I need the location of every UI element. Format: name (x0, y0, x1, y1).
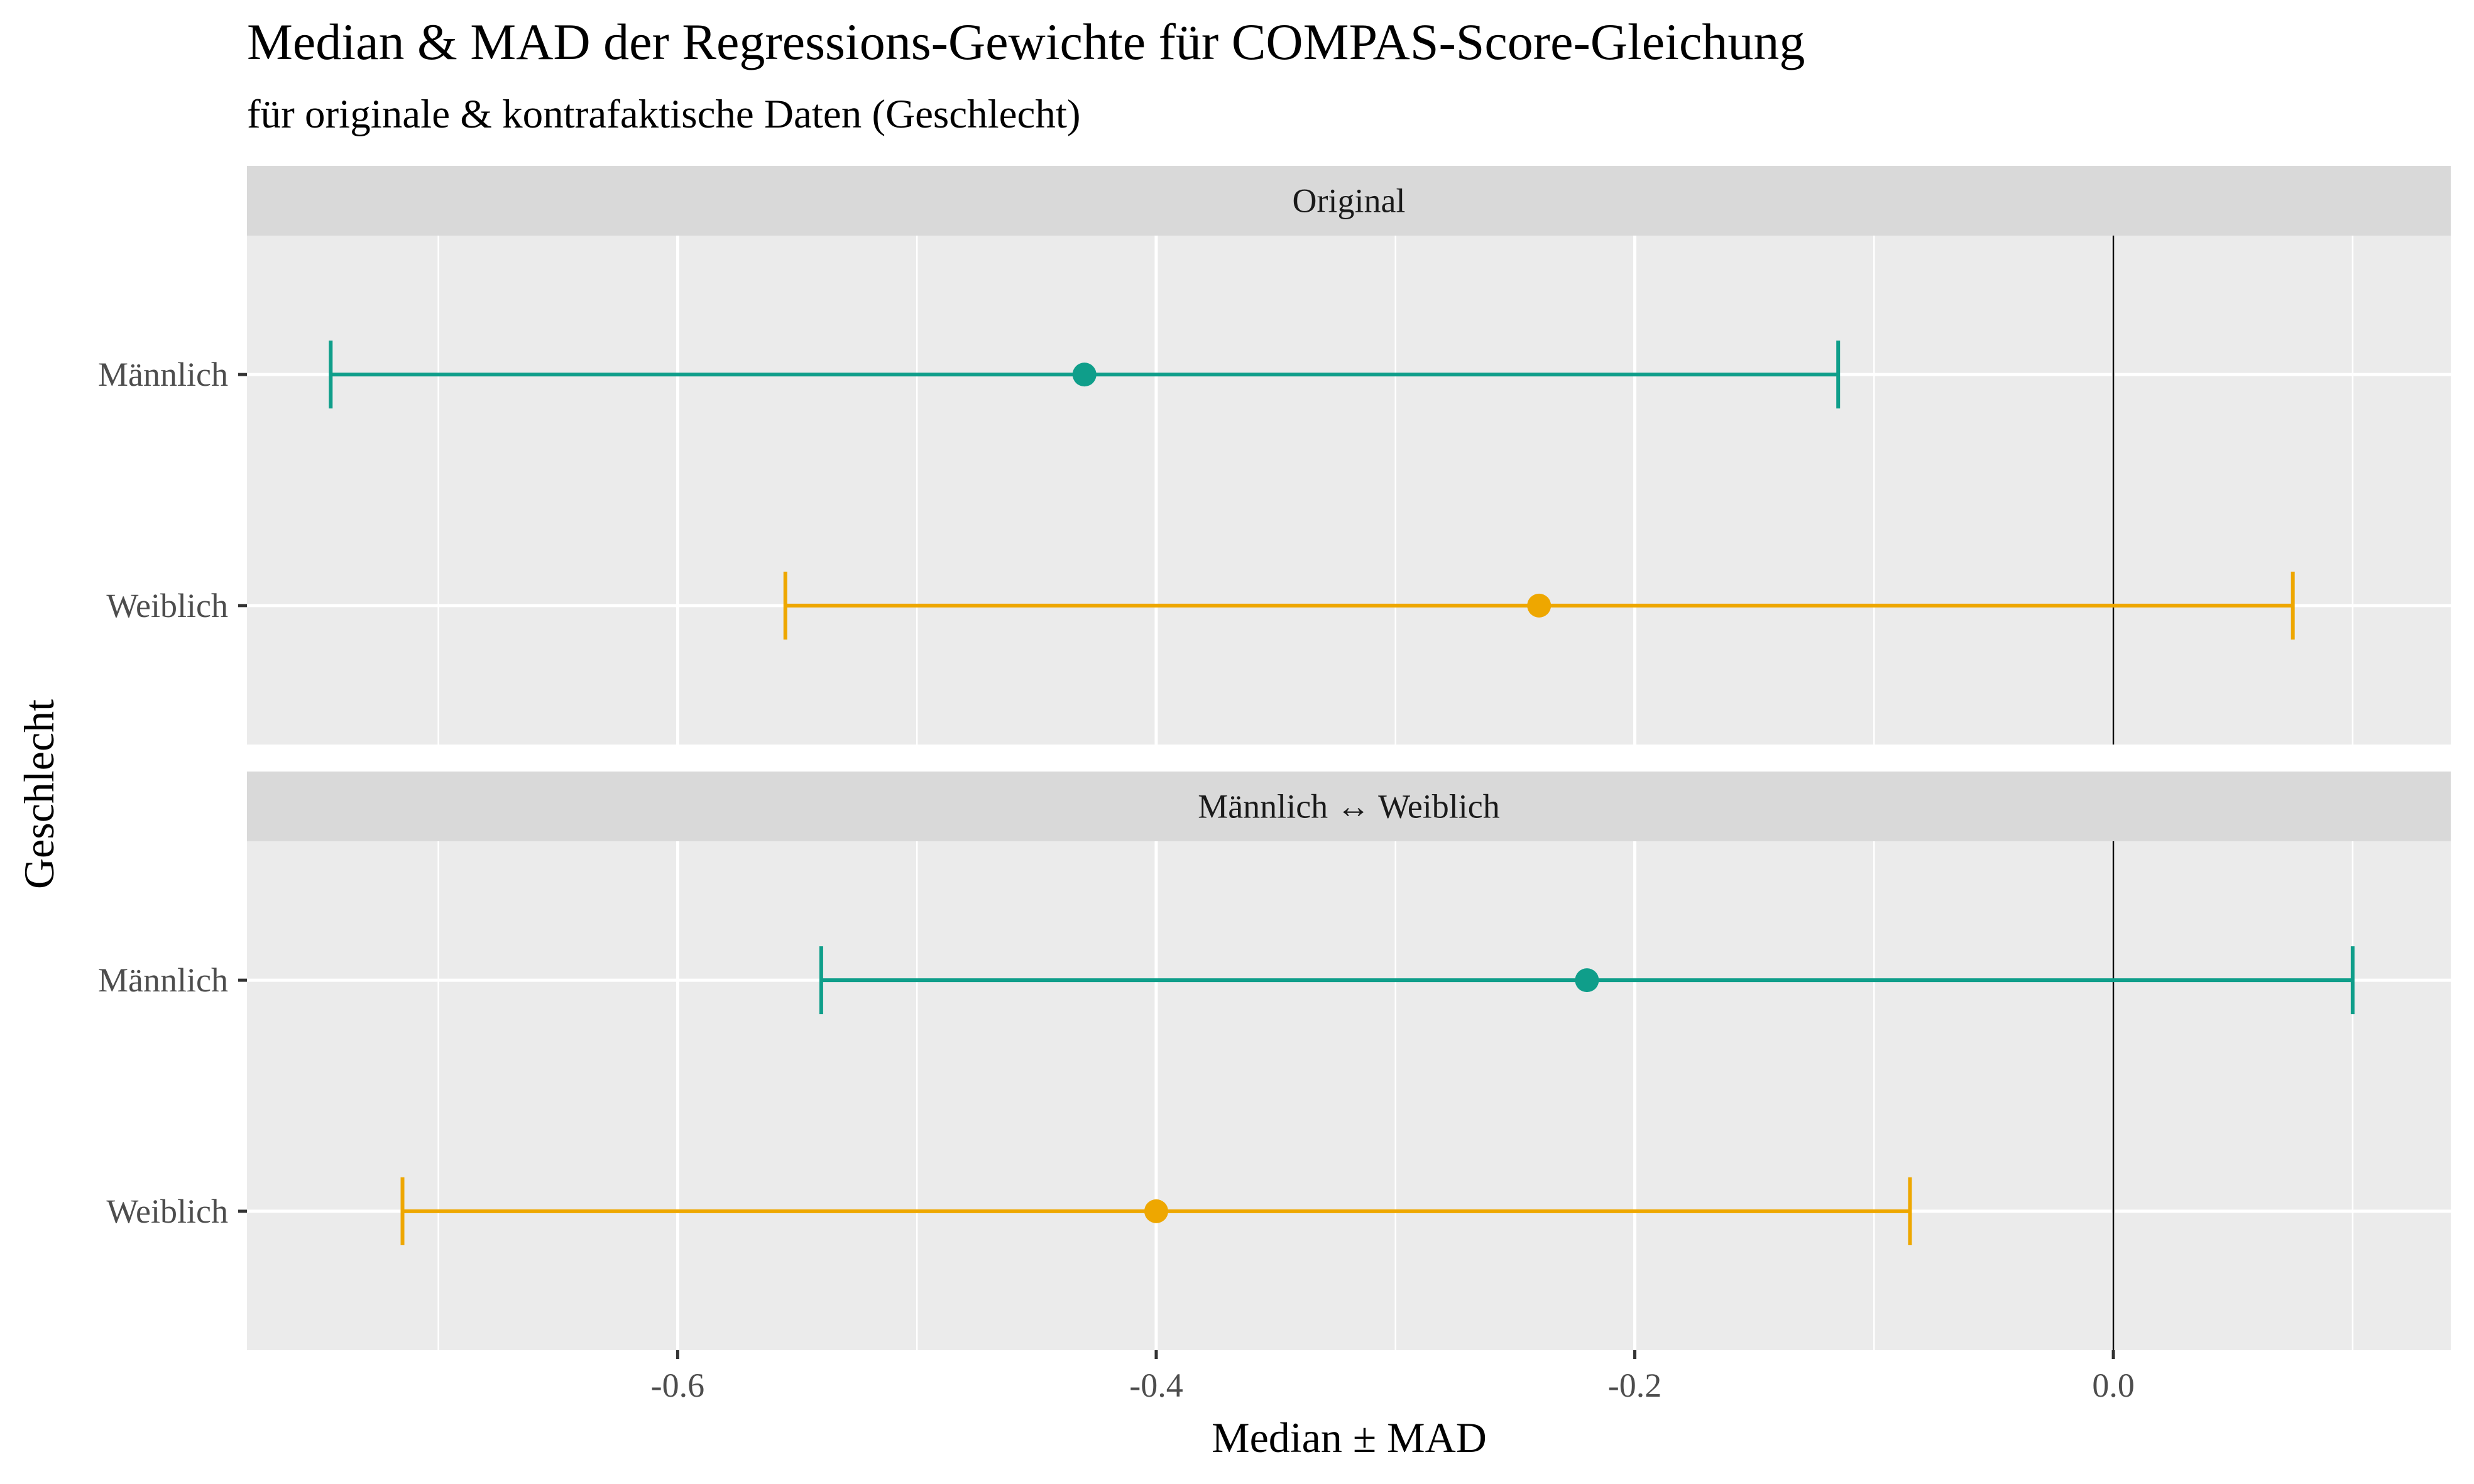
x-tick-label: -0.4 (1129, 1367, 1183, 1404)
panel-strip (247, 772, 2451, 841)
median-point (1575, 968, 1599, 993)
errorbar-weiblich (400, 1177, 1912, 1245)
x-tick-label: -0.6 (651, 1367, 704, 1404)
y-tick-label: Weiblich (106, 587, 228, 625)
y-tick-label: Männlich (98, 961, 228, 999)
panel-strip-label: Original (1293, 182, 1406, 220)
x-axis-title: Median ± MAD (1212, 1414, 1487, 1461)
errorbar-maennlich (819, 946, 2355, 1015)
median-point (1144, 1199, 1168, 1223)
panel-background (247, 236, 2451, 745)
chart-title: Median & MAD der Regressions-Gewichte fü… (247, 13, 1805, 70)
y-tick-label: Weiblich (106, 1192, 228, 1230)
panel-1: Original Männlich Weiblich (98, 166, 2451, 745)
y-tick-label: Männlich (98, 356, 228, 393)
x-tick-label: -0.2 (1608, 1367, 1661, 1404)
errorbar-weiblich (783, 571, 2295, 640)
x-axis: -0.6 -0.4 -0.2 0.0 (651, 1350, 2135, 1404)
y-axis-title: Geschlecht (15, 699, 63, 889)
errorbar-maennlich (329, 341, 1841, 409)
panel-strip-label: Männlich ↔ Weiblich (1198, 788, 1500, 826)
median-point (1072, 363, 1097, 387)
median-point (1527, 593, 1552, 618)
chart-subtitle: für originale & kontrafaktische Daten (G… (247, 92, 1081, 137)
x-tick-label: 0.0 (2092, 1367, 2135, 1404)
panel-strip (247, 166, 2451, 236)
panel-background (247, 841, 2451, 1350)
panel-2: Männlich ↔ Weiblich Männlich Weiblich (98, 772, 2451, 1350)
